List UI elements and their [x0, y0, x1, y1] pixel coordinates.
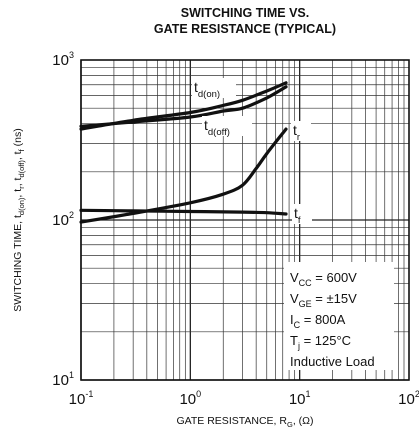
series-label-bg: [291, 121, 311, 141]
series-line-f: [79, 208, 288, 216]
series-line-r: [79, 127, 288, 224]
series-line-don: [79, 81, 288, 131]
x-tick-label: 10-1: [69, 389, 94, 408]
x-tick-label: 100: [179, 389, 201, 408]
x-tick-label: 101: [289, 389, 311, 408]
series-labels: td(on) td(off) tr tf: [192, 78, 312, 226]
series-label-bg: [292, 204, 312, 224]
y-tick-labels: 101 102 103: [52, 50, 74, 389]
y-tick-label: 101: [52, 370, 74, 389]
test-conditions: VCC = 600V VGE = ±15V IC = 800A Tj = 125°C I…: [284, 262, 394, 370]
series-line-doff: [79, 85, 288, 128]
condition-line: VCC = 600V: [290, 270, 357, 288]
series-label-f: tf: [294, 205, 301, 226]
plot-frame: [80, 59, 410, 381]
conditions-background: [284, 262, 394, 370]
y-tick-label: 102: [52, 210, 74, 229]
series-label-bg: [192, 78, 236, 98]
series-label-doff: td(off): [204, 117, 230, 138]
x-axis-label: GATE RESISTANCE, RG, (Ω): [177, 415, 314, 429]
condition-line: VGE = ±15V: [290, 291, 357, 309]
series-label-don: td(on): [194, 79, 220, 100]
condition-line: IC = 800A: [290, 312, 346, 330]
series-label-bg: [202, 116, 252, 136]
series-label-r: tr: [293, 122, 300, 143]
chart-subtitle: GATE RESISTANCE (TYPICAL): [154, 22, 336, 36]
y-axis-label: SWITCHING TIME, td(on), tr, td(off), tf …: [12, 128, 26, 311]
x-tick-label: 102: [398, 389, 419, 408]
chart-curves: [79, 81, 288, 224]
condition-line: Tj = 125°C: [290, 333, 351, 351]
x-tick-labels: 10-1 100 101 102: [69, 389, 419, 408]
condition-line: Inductive Load: [290, 354, 375, 369]
y-tick-label: 103: [52, 50, 74, 69]
chart-title: SWITCHING TIME VS.: [181, 6, 309, 20]
